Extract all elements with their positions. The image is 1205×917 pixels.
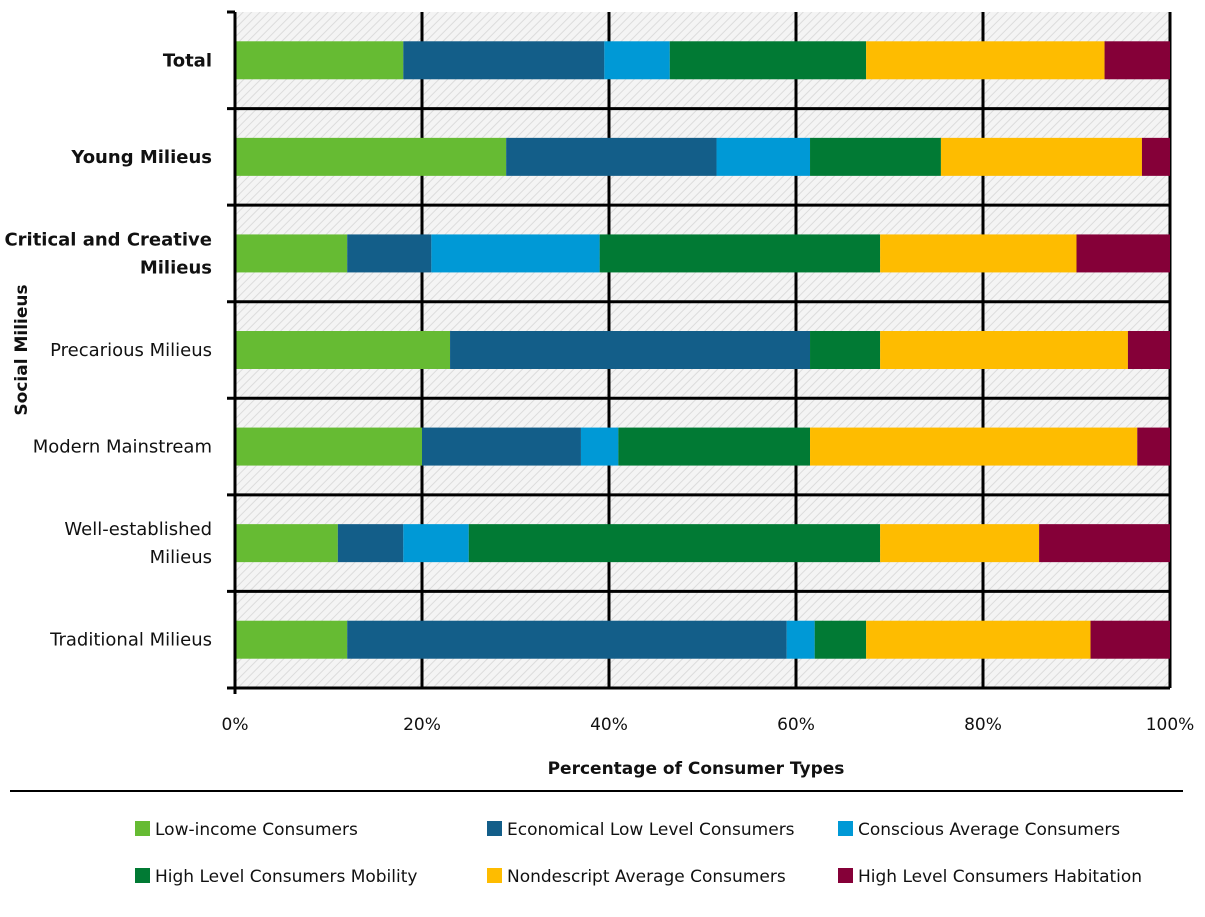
x-tick-label: 0% bbox=[222, 715, 249, 735]
x-tick-label: 20% bbox=[403, 715, 441, 735]
bar-segment bbox=[403, 524, 469, 563]
bar-segment bbox=[422, 427, 581, 466]
bar-segment bbox=[1137, 427, 1170, 466]
bar-segment bbox=[866, 41, 1105, 80]
bar-segment bbox=[431, 234, 600, 273]
bar-segment bbox=[235, 427, 422, 466]
bar-segment bbox=[1039, 524, 1170, 563]
bar-segment bbox=[599, 234, 881, 273]
bar-segment bbox=[1127, 331, 1170, 369]
category-label: Well-established Milieus bbox=[64, 519, 212, 568]
bar-segment bbox=[468, 524, 881, 563]
bar-segment bbox=[347, 234, 432, 273]
axes bbox=[227, 10, 1170, 694]
category-label: Modern Mainstream bbox=[33, 437, 212, 458]
legend-label: High Level Consumers Mobility bbox=[155, 867, 417, 887]
bar-segment bbox=[235, 234, 348, 273]
x-axis-title: Percentage of Consumer Types bbox=[548, 759, 845, 779]
x-tick-label: 80% bbox=[964, 715, 1002, 735]
bar-segment bbox=[810, 427, 1138, 466]
legend-swatch bbox=[838, 821, 853, 836]
bar-segment bbox=[604, 41, 670, 80]
bars bbox=[235, 41, 1170, 659]
bar-segment bbox=[669, 41, 867, 80]
bar-segment bbox=[1104, 41, 1170, 80]
legend-swatch bbox=[135, 868, 150, 883]
bar-segment bbox=[786, 620, 815, 659]
legend-label: High Level Consumers Habitation bbox=[858, 867, 1142, 887]
bar-segment bbox=[814, 620, 867, 659]
legend-label: Nondescript Average Consumers bbox=[507, 867, 786, 887]
bar-segment bbox=[450, 331, 811, 369]
bar-segment bbox=[1141, 137, 1170, 176]
bar-segment bbox=[880, 234, 1077, 273]
y-axis-title: Social Milieus bbox=[12, 284, 32, 415]
bar-segment bbox=[716, 137, 811, 176]
category-label: Total bbox=[163, 50, 212, 71]
bar-segment bbox=[1090, 620, 1170, 659]
legend-swatch bbox=[135, 821, 150, 836]
category-label: Critical and Creative Milieus bbox=[4, 229, 212, 278]
bar-segment bbox=[880, 331, 1128, 369]
bar-segment bbox=[347, 620, 787, 659]
legend-label: Low-income Consumers bbox=[155, 820, 358, 840]
bar-segment bbox=[403, 41, 605, 80]
bar-segment bbox=[940, 137, 1142, 176]
category-label: Young Milieus bbox=[70, 147, 212, 168]
bar-segment bbox=[1076, 234, 1170, 273]
legend-swatch bbox=[487, 821, 502, 836]
bar-segment bbox=[580, 427, 619, 466]
bar-segment bbox=[618, 427, 811, 466]
bar-segment bbox=[235, 41, 404, 80]
bar-segment bbox=[235, 137, 507, 176]
legend-label: Economical Low Level Consumers bbox=[507, 820, 795, 840]
bar-segment bbox=[235, 620, 348, 659]
legend-swatch bbox=[487, 868, 502, 883]
x-tick-labels: 0% 20% 40% 60% 80% 100% bbox=[222, 715, 1195, 735]
bar-segment bbox=[235, 524, 338, 563]
category-label: Traditional Milieus bbox=[49, 630, 212, 651]
x-tick-label: 60% bbox=[777, 715, 815, 735]
category-label: Precarious Milieus bbox=[50, 340, 212, 361]
x-tick-label: 40% bbox=[590, 715, 628, 735]
legend-label: Conscious Average Consumers bbox=[858, 820, 1120, 840]
legend-swatch bbox=[838, 868, 853, 883]
x-tick-label: 100% bbox=[1146, 715, 1195, 735]
bar-segment bbox=[810, 331, 881, 369]
bar-segment bbox=[866, 620, 1091, 659]
bar-segment bbox=[235, 331, 451, 369]
bar-segment bbox=[880, 524, 1040, 563]
legend: Low-income Consumers Economical Low Level… bbox=[135, 820, 1142, 887]
bar-segment bbox=[337, 524, 404, 563]
bar-segment bbox=[810, 137, 941, 176]
category-labels: Total Young Milieus Critical and Creative M… bbox=[4, 50, 212, 650]
bar-segment bbox=[506, 137, 717, 176]
